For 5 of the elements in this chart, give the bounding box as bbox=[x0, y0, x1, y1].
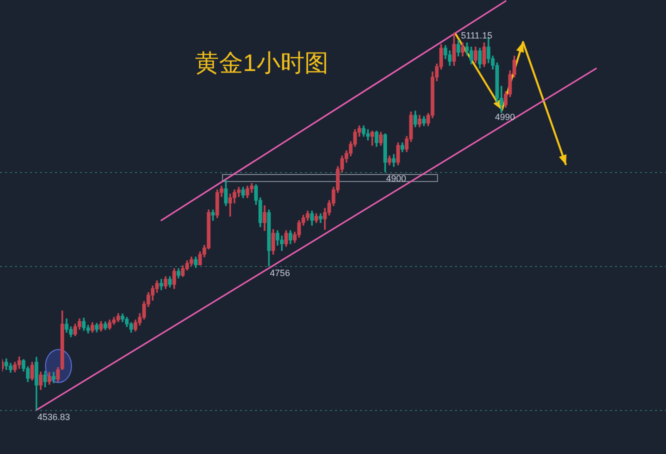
annotation: 4756 bbox=[270, 268, 290, 278]
annotation: 4990 bbox=[495, 112, 516, 122]
annotation: 5111.15 bbox=[461, 30, 492, 40]
text: 黄金1小时图 bbox=[195, 50, 328, 78]
annotation: 4536.83 bbox=[37, 412, 70, 422]
